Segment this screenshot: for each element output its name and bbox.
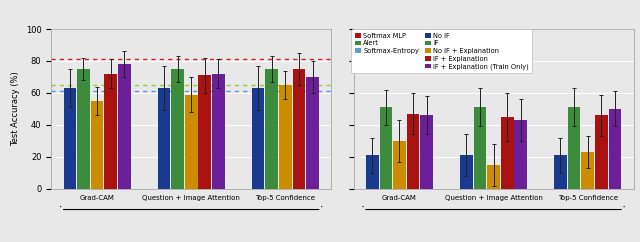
Bar <box>501 117 513 189</box>
Bar <box>306 77 319 189</box>
Y-axis label: Test Accuracy (%): Test Accuracy (%) <box>11 72 20 146</box>
Legend: Softmax MLP, Alert, Softmax-Entropy, , , No IF, IF, No IF + Explanation, IF + Ex: Softmax MLP, Alert, Softmax-Entropy, , ,… <box>351 29 532 73</box>
Bar <box>568 107 580 189</box>
Bar <box>77 69 90 189</box>
Bar <box>266 69 278 189</box>
Bar <box>366 155 379 189</box>
Bar <box>91 101 104 189</box>
Bar <box>212 74 225 189</box>
Bar <box>581 152 594 189</box>
Bar <box>63 88 76 189</box>
Bar <box>252 88 264 189</box>
Bar <box>407 114 419 189</box>
Bar <box>380 107 392 189</box>
Bar <box>172 69 184 189</box>
Bar <box>185 95 198 189</box>
Bar <box>487 165 500 189</box>
Bar <box>118 64 131 189</box>
Bar <box>279 85 292 189</box>
Bar <box>292 69 305 189</box>
Bar <box>393 141 406 189</box>
Bar <box>595 115 607 189</box>
Bar <box>474 107 486 189</box>
Bar <box>554 155 567 189</box>
Bar <box>157 88 170 189</box>
Bar <box>198 75 211 189</box>
Bar <box>420 115 433 189</box>
Bar <box>515 120 527 189</box>
Bar <box>104 74 117 189</box>
Bar <box>609 109 621 189</box>
Bar <box>460 155 473 189</box>
